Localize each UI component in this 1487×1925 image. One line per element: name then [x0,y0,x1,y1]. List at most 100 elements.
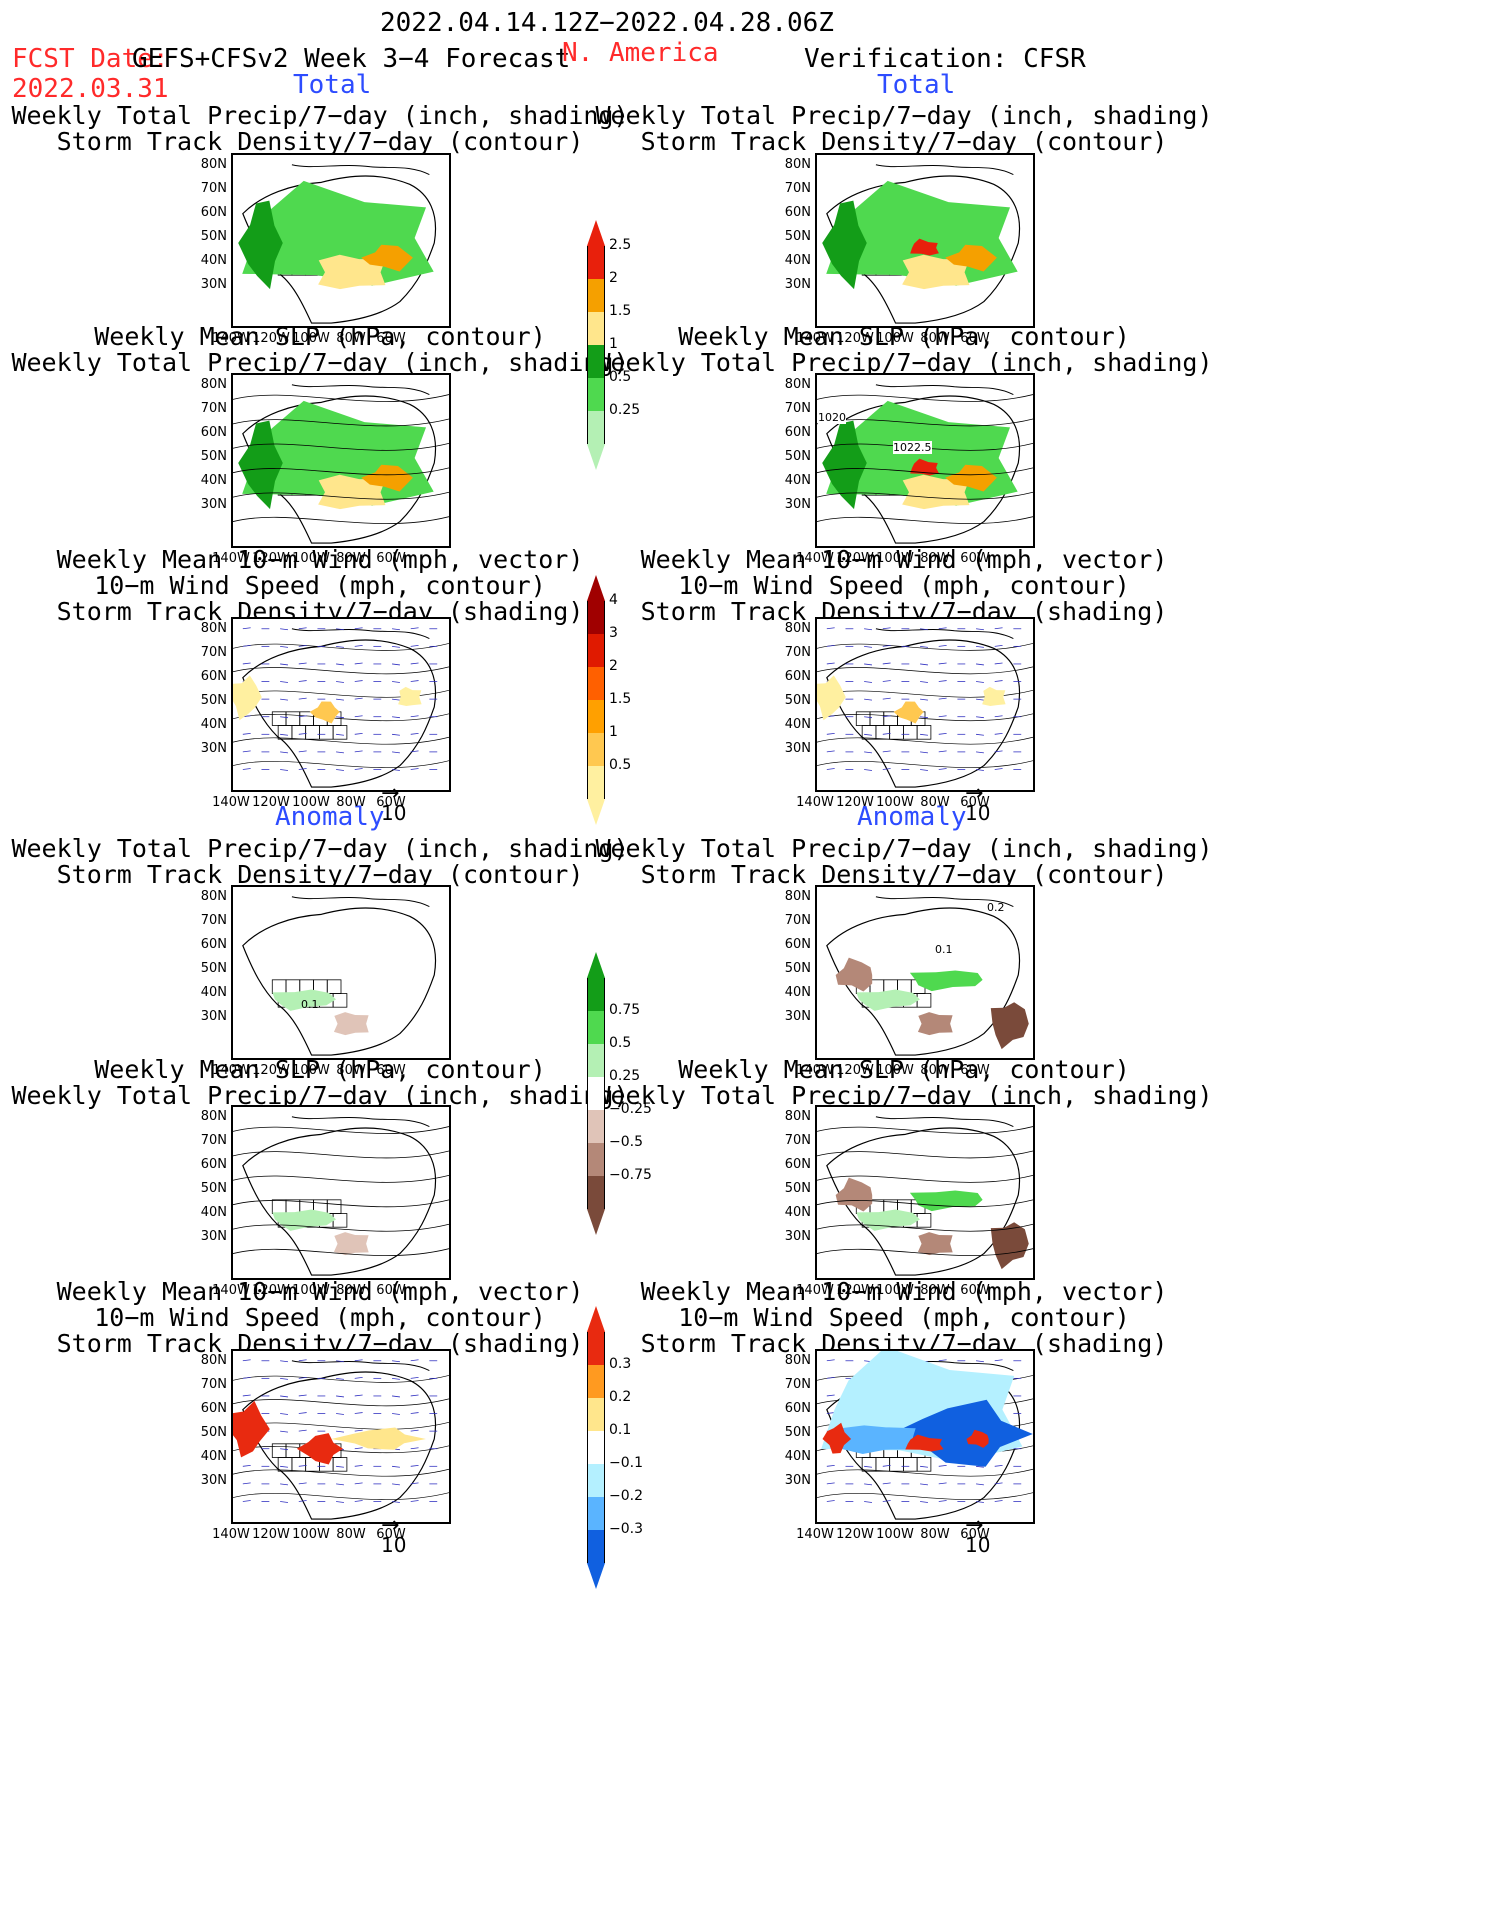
state-border [916,993,932,1008]
lat-tick-label: 80N [200,1353,227,1368]
wind-vector [392,1395,400,1398]
state-border [271,711,287,726]
lon-tick-label: 100W [292,1063,330,1078]
lon-tick-label: 140W [796,331,834,346]
lat-tick-label: 40N [200,473,227,488]
panel-title-line: Weekly Mean 10−m Wind (mph, vector) [56,545,584,574]
precip-anom-wet [856,989,920,1011]
lat-tick-label: 40N [784,473,811,488]
wind-vector [298,680,307,682]
wind-vector [354,750,363,753]
panel-title-line: Weekly Total Precip/7−day (inch, shading… [11,348,629,377]
arrow-icon: → [965,1513,984,1538]
lat-tick-label: 30N [200,741,227,756]
slp-isobar [233,491,449,500]
lon-tick-label: 100W [292,551,330,566]
lat-tick-label: 30N [784,277,811,292]
colorbar-label: −0.1 [609,1455,643,1471]
state-border [861,725,877,740]
precip-anom-dry-max [990,1002,1029,1050]
wind-vector [864,628,873,631]
colorbar-bottom-arrow [587,799,605,825]
wind-speed-contour [233,736,449,745]
precip-anom-wet-mod [909,1190,983,1212]
colorbar-label: 1.5 [609,691,632,707]
wind-vector [354,644,363,647]
lat-tick-label: 60N [784,1401,811,1416]
lon-tick-label: 120W [836,1283,874,1298]
lon-tick-label: 120W [252,1527,290,1542]
vector-reference: → 10 [381,1515,406,1558]
wind-vector [410,1447,419,1450]
section-anomaly-left: Anomaly [275,802,385,832]
wind-vector [354,680,363,682]
lon-tick-label: 100W [876,1283,914,1298]
wind-vector [242,1394,251,1397]
precip-shading-max [361,244,413,272]
lat-tick-label: 70N [200,401,227,416]
coastline [242,1127,437,1276]
wind-vector [280,769,289,771]
wind-vector [298,1464,307,1467]
lat-tick-label: 50N [784,961,811,976]
wind-vector [864,681,873,683]
forecast-map [231,1105,451,1280]
wind-vector [826,1412,835,1414]
slp-isobar [817,1126,1033,1134]
lon-tick-label: 60W [376,1527,406,1542]
lon-tick-label: 80W [920,551,950,566]
panel-title: Weekly Mean SLP (hPa, contour) Weekly Tot… [0,324,680,376]
colorbar-segment [587,1332,605,1365]
wind-vector [392,716,400,719]
wind-vector [938,715,947,718]
lon-tick-label: 100W [292,1283,330,1298]
lat-tick-label: 40N [784,1449,811,1464]
wind-vector [864,733,873,736]
colorbar-segment [587,312,605,345]
lon-tick-label: 100W [876,331,914,346]
lat-tick-label: 40N [200,985,227,1000]
state-border [875,1457,891,1472]
wind-vector [410,1429,419,1432]
lon-tick-label: 120W [836,551,874,566]
lon-tick-label: 140W [796,551,834,566]
lon-tick-label: 120W [252,1063,290,1078]
wind-vector [354,1447,363,1450]
wind-vector [938,680,947,682]
lon-tick-label: 80W [336,795,366,810]
panel-title-line: Weekly Mean 10−m Wind (mph, vector) [56,1277,584,1306]
wind-vector [354,697,363,700]
wind-vector [392,698,400,701]
lat-tick-label: 80N [784,377,811,392]
wind-vector [280,751,289,754]
wind-vector [920,1465,928,1468]
arctic-coast [291,1116,430,1127]
lat-tick-label: 80N [784,1109,811,1124]
panel-title-line: Weekly Mean SLP (hPa, contour) [94,322,546,351]
lon-tick-label: 100W [876,551,914,566]
wind-vector [920,1501,928,1503]
colorbar-segment [587,1431,605,1464]
lon-tick-label: 80W [920,1527,950,1542]
lon-tick-label: 120W [252,331,290,346]
wind-vector [280,1430,289,1433]
lon-tick-label: 120W [252,551,290,566]
vector-reference: → 10 [381,783,406,826]
wind-vector [242,644,251,647]
lat-tick-label: 40N [784,985,811,1000]
wind-vector [864,1501,873,1503]
wind-vector [826,732,835,735]
wind-vector [298,1482,307,1485]
vector-reference-value: 10 [965,801,991,825]
lat-tick-label: 30N [784,1473,811,1488]
panel-title: Weekly Mean SLP (hPa, contour) Weekly Tot… [544,324,1264,376]
coastline [242,639,437,788]
lon-tick-label: 80W [336,1063,366,1078]
panel-title-line: Weekly Total Precip/7−day (inch, shading… [11,1081,629,1110]
state-border [332,725,348,740]
lon-tick-label: 140W [796,795,834,810]
panel-title-line: Weekly Mean SLP (hPa, contour) [678,1055,1130,1084]
panel-title-line: Weekly Total Precip/7−day (inch, shading… [595,348,1213,377]
lon-tick-label: 80W [336,1527,366,1542]
wind-vector [354,1376,363,1379]
